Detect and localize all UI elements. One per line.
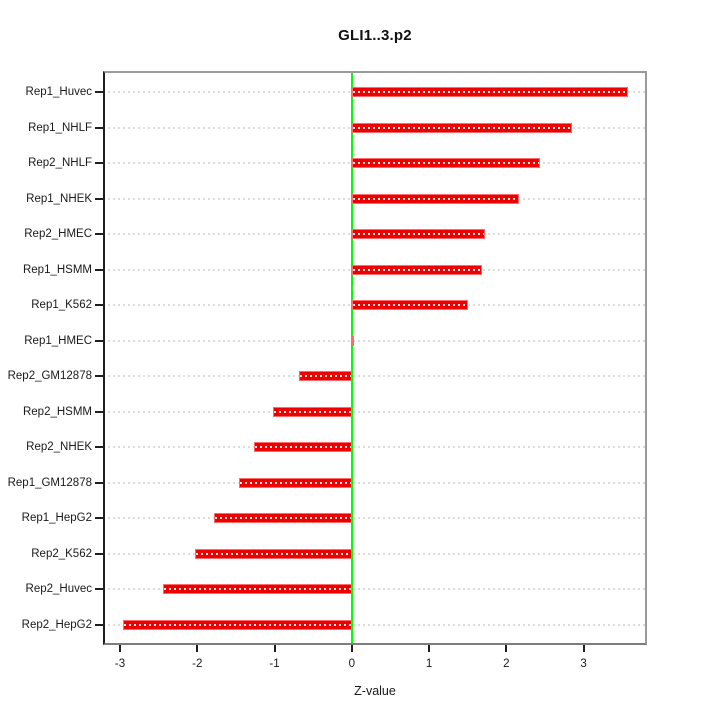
y-axis-label: Rep2_NHEK <box>26 441 92 454</box>
bar-grid-overlay <box>274 410 351 413</box>
bar <box>351 300 468 311</box>
bar <box>351 158 540 169</box>
y-axis-label: Rep2_K562 <box>31 547 92 560</box>
x-axis-tick <box>196 645 199 652</box>
bar-grid-overlay <box>300 375 351 378</box>
x-axis-tick-label: 0 <box>348 658 356 670</box>
bar <box>351 264 483 275</box>
y-axis-tick <box>95 446 103 449</box>
gridline <box>103 624 647 626</box>
y-axis-label: Rep1_GM12878 <box>7 476 92 489</box>
y-axis-tick <box>95 126 103 129</box>
x-axis-tick <box>428 645 431 652</box>
bar <box>351 87 628 97</box>
x-axis-tick <box>119 645 121 652</box>
y-axis-label: Rep1_Huvec <box>25 86 92 98</box>
plot-area <box>103 71 647 645</box>
y-axis-tick <box>95 233 103 236</box>
gridline <box>103 339 647 342</box>
y-axis-label: Rep2_Huvec <box>25 583 92 596</box>
bar <box>253 442 352 453</box>
bar-grid-overlay <box>352 304 467 307</box>
y-axis-label: Rep2_NHLF <box>28 157 92 170</box>
y-axis-tick <box>95 588 103 591</box>
x-axis-tick <box>582 645 585 652</box>
bar-grid-overlay <box>195 552 351 555</box>
bar-grid-overlay <box>352 233 485 236</box>
gridline <box>103 410 647 413</box>
y-axis-label: Rep1_NHEK <box>26 192 92 205</box>
bar <box>273 406 352 417</box>
bar <box>194 548 352 559</box>
bar <box>239 477 352 488</box>
y-axis-tick <box>95 197 103 200</box>
bar-grid-overlay <box>164 588 351 591</box>
y-axis-label: Rep2_HMEC <box>24 228 92 241</box>
y-axis-tick <box>95 481 103 484</box>
y-axis-tick <box>95 517 103 520</box>
bar-grid-overlay <box>352 91 627 93</box>
x-axis-tick <box>273 645 276 652</box>
bar-grid-overlay <box>352 197 518 200</box>
y-axis-tick <box>95 91 103 93</box>
y-axis-tick <box>95 624 103 626</box>
x-axis-tick-label: 2 <box>503 658 510 670</box>
x-axis-tick <box>505 645 508 652</box>
bar <box>351 193 519 204</box>
gridline <box>103 517 647 520</box>
gridline <box>103 446 647 449</box>
bar <box>351 229 486 240</box>
bar <box>163 584 352 595</box>
y-axis-tick <box>95 304 103 307</box>
y-axis-tick <box>95 375 103 378</box>
gridline <box>103 481 647 484</box>
gridline <box>103 588 647 591</box>
y-axis-tick <box>95 552 103 555</box>
bar <box>213 513 352 524</box>
y-axis-tick <box>95 268 103 271</box>
bar-grid-overlay <box>352 268 482 271</box>
bar <box>351 122 573 133</box>
y-axis-label: Rep1_HepG2 <box>21 512 92 525</box>
bar-grid-overlay <box>352 162 539 165</box>
y-axis-label: Rep1_HSMM <box>22 263 92 276</box>
x-axis-tick-label: 3 <box>580 658 587 670</box>
bar-grid-overlay <box>240 481 351 484</box>
x-axis-title: Z-value <box>354 684 396 698</box>
y-axis-label: Rep1_K562 <box>31 299 92 312</box>
y-axis-label: Rep1_HMEC <box>24 334 92 347</box>
x-axis-tick <box>350 645 353 652</box>
x-axis-tick-label: -1 <box>269 658 280 670</box>
x-axis-tick-label: -2 <box>192 658 203 670</box>
gridline <box>103 375 647 378</box>
bar-grid-overlay <box>352 126 572 129</box>
y-axis-label: Rep2_HepG2 <box>21 619 92 631</box>
bar <box>351 335 354 346</box>
x-axis-tick-label: 1 <box>425 658 433 670</box>
y-axis-label: Rep2_HSMM <box>22 405 92 418</box>
x-axis-tick-label: -3 <box>114 658 126 670</box>
zero-reference-line <box>350 71 353 645</box>
y-axis-label: Rep2_GM12878 <box>7 370 92 383</box>
y-axis-tick <box>95 410 103 413</box>
gridline <box>103 552 647 555</box>
bar-grid-overlay <box>214 517 351 520</box>
chart-title: GLI1..3.p2 <box>338 27 412 44</box>
bar-grid-overlay <box>254 446 351 449</box>
bar-grid-overlay <box>124 624 351 626</box>
bar <box>123 620 352 630</box>
y-axis-label: Rep1_NHLF <box>28 121 92 134</box>
y-axis-tick <box>95 339 103 342</box>
bar <box>299 371 352 382</box>
y-axis-tick <box>95 162 103 165</box>
